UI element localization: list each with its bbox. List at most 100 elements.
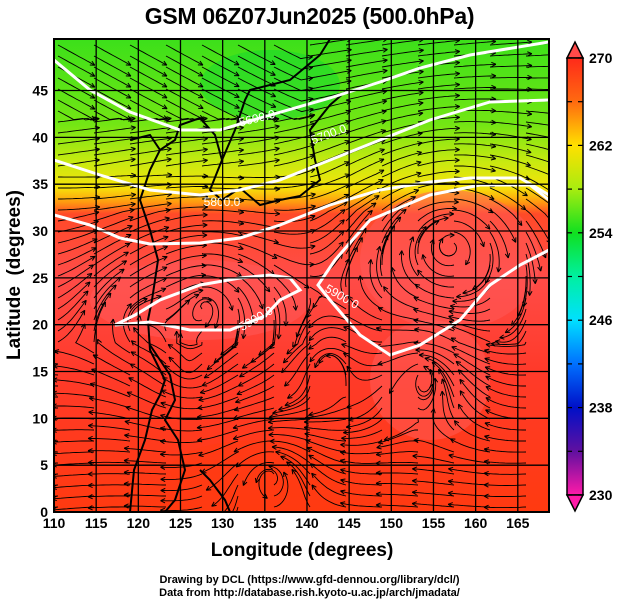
- streamline: [340, 451, 383, 455]
- streamline: [129, 256, 168, 277]
- streamline: [54, 484, 59, 486]
- streamline: [273, 114, 316, 123]
- streamline-arrow: [101, 301, 106, 308]
- streamline: [57, 206, 100, 211]
- streamline-arrow: [415, 347, 421, 353]
- streamline: [87, 495, 130, 498]
- streamline: [129, 295, 162, 321]
- streamline: [505, 297, 527, 334]
- streamline-arrow: [308, 335, 314, 342]
- streamline-arrow: [455, 360, 462, 367]
- streamline: [454, 420, 491, 442]
- streamline-arrow: [161, 60, 168, 66]
- streamline-arrow: [454, 71, 461, 77]
- streamline: [309, 193, 350, 211]
- streamline: [129, 277, 167, 299]
- streamline-arrow: [272, 409, 278, 416]
- streamline: [309, 70, 352, 79]
- streamline-arrow: [129, 363, 136, 369]
- streamline: [417, 220, 440, 255]
- streamline-arrow: [164, 216, 170, 222]
- streamline: [309, 219, 345, 244]
- streamline: [340, 459, 383, 464]
- streamline: [54, 440, 59, 442]
- streamline-arrow: [16, 429, 21, 433]
- streamline: [389, 363, 419, 394]
- streamline: [90, 383, 131, 398]
- height-contour: [316, 183, 549, 357]
- streamline: [165, 224, 208, 233]
- streamline: [165, 44, 204, 66]
- streamline: [345, 179, 384, 200]
- streamline-arrow: [339, 219, 345, 225]
- streamline-arrow: [202, 222, 208, 228]
- x-tick-label: 145: [337, 515, 361, 531]
- streamline-arrow: [375, 326, 382, 332]
- streamline-arrow: [241, 363, 248, 369]
- streamline: [381, 151, 422, 167]
- x-tick-label: 135: [253, 515, 277, 531]
- streamline: [456, 275, 491, 298]
- streamline: [54, 506, 59, 508]
- streamline: [284, 352, 311, 387]
- streamline: [376, 472, 419, 475]
- height-contour: [54, 98, 549, 197]
- streamline-arrow: [87, 505, 93, 511]
- streamline: [273, 123, 316, 134]
- streamline-arrow: [202, 212, 208, 218]
- streamline-arrow: [454, 82, 460, 88]
- streamline-arrow: [167, 343, 174, 350]
- streamline: [165, 265, 207, 277]
- streamline: [165, 274, 206, 288]
- streamline: [57, 264, 94, 288]
- streamline-arrow: [270, 92, 277, 98]
- streamline: [459, 379, 491, 409]
- streamline-arrow: [88, 264, 95, 270]
- streamline: [413, 439, 455, 453]
- streamline-arrow: [162, 255, 168, 261]
- streamline-arrow: [418, 352, 424, 358]
- streamline: [87, 450, 131, 453]
- streamline: [93, 77, 132, 99]
- streamline-arrow: [163, 225, 170, 231]
- streamline-arrow: [133, 326, 139, 333]
- streamline-arrow: [449, 232, 455, 238]
- streamline-arrow: [560, 178, 565, 182]
- streamline-arrow: [484, 366, 491, 372]
- streamline-arrow: [485, 342, 491, 348]
- streamline: [176, 331, 203, 350]
- streamline-arrow: [376, 245, 382, 252]
- streamline-arrow: [234, 82, 240, 88]
- streamline-arrow: [342, 352, 349, 358]
- streamline: [325, 354, 347, 386]
- streamline-arrow: [449, 438, 456, 444]
- streamline-arrow: [258, 303, 264, 310]
- streamline: [198, 385, 239, 401]
- streamline: [489, 220, 509, 259]
- chart-title: GSM 06Z07Jun2025 (500.0hPa): [144, 3, 475, 29]
- streamline-arrow: [495, 339, 501, 345]
- streamline-arrow: [456, 293, 462, 300]
- streamline: [417, 73, 460, 79]
- streamline: [165, 66, 204, 88]
- streamline-arrow: [123, 445, 130, 452]
- streamline-arrow: [267, 419, 274, 425]
- streamline-arrow: [380, 129, 387, 135]
- streamline: [255, 468, 278, 486]
- streamline: [165, 175, 208, 178]
- streamline-arrow: [166, 157, 172, 163]
- streamline-arrow: [198, 104, 204, 110]
- streamline-arrow: [234, 103, 240, 109]
- streamline-arrow: [160, 401, 166, 407]
- streamline: [309, 347, 347, 363]
- streamline-arrow: [198, 396, 204, 402]
- colorbar-max-arrow: [565, 40, 585, 59]
- colorbar-tick-label: 254: [589, 225, 613, 241]
- streamline-arrow: [201, 263, 207, 269]
- streamline: [231, 495, 239, 512]
- streamline-arrow: [552, 223, 556, 228]
- streamline: [125, 406, 167, 420]
- streamline: [201, 363, 239, 387]
- streamline: [347, 295, 383, 321]
- streamline-arrow: [197, 60, 204, 66]
